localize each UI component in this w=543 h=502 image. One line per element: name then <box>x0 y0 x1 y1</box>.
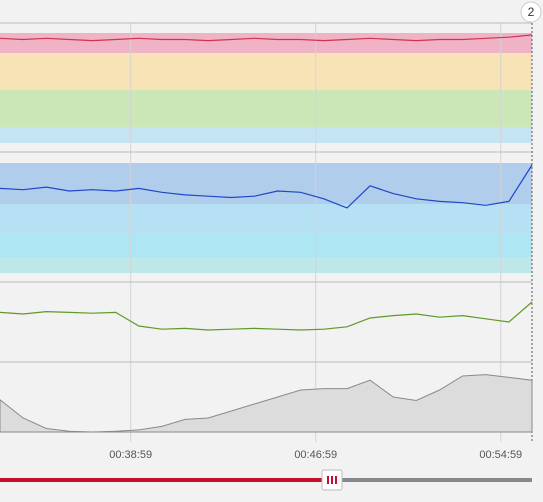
zone-band <box>0 90 532 127</box>
zone-band <box>0 53 532 90</box>
plots <box>0 34 533 433</box>
x-tick-label: 00:54:59 <box>479 449 522 461</box>
badge[interactable] <box>520 1 542 23</box>
zone-band <box>0 204 532 233</box>
badge-label: 2 <box>528 5 535 19</box>
line <box>0 34 533 42</box>
zone-band <box>0 257 532 273</box>
zone-band <box>0 33 532 53</box>
x-tick-label: 00:46:59 <box>294 449 337 461</box>
zone-band <box>0 233 532 257</box>
line <box>0 164 533 209</box>
area <box>0 374 533 433</box>
slider-grip <box>327 476 337 484</box>
x-tick-label: 00:38:59 <box>109 449 152 461</box>
zone-band <box>0 127 532 143</box>
zone-band <box>0 163 532 204</box>
line <box>0 301 533 331</box>
grid <box>130 23 502 442</box>
